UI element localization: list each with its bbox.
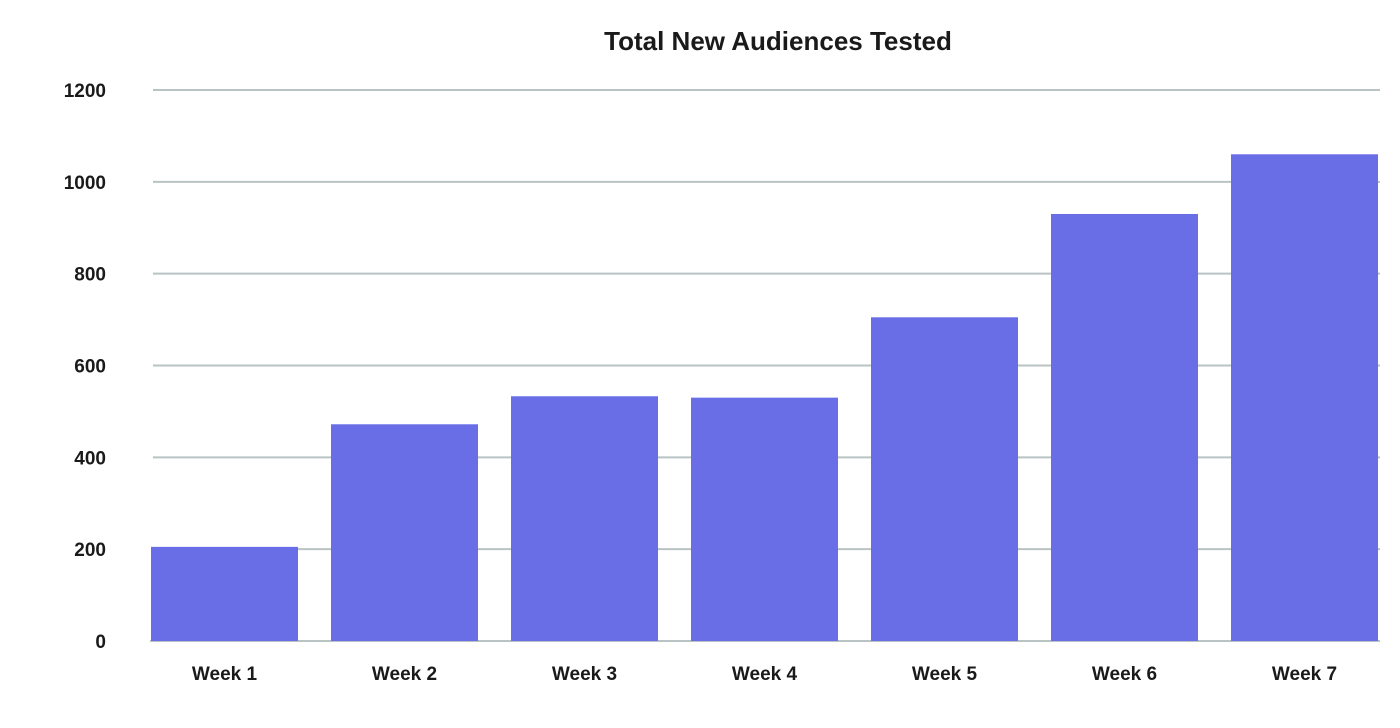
bars — [151, 154, 1378, 642]
x-tick-label: Week 5 — [912, 664, 978, 685]
y-tick-label: 200 — [74, 540, 106, 561]
x-tick-label: Week 1 — [192, 664, 258, 685]
chart-title: Total New Audiences Tested — [604, 26, 952, 56]
x-tick-label: Week 7 — [1272, 664, 1337, 685]
y-axis-ticks: 0 200 400 600 800 1000 1200 — [64, 81, 106, 653]
bar-week-6 — [1051, 213, 1198, 641]
y-tick-label: 400 — [74, 448, 106, 469]
bar-week-1 — [151, 546, 298, 641]
x-tick-label: Week 3 — [552, 664, 617, 685]
bar-week-7 — [1231, 154, 1378, 642]
y-tick-label: 1200 — [64, 81, 106, 102]
x-tick-label: Week 2 — [372, 664, 437, 685]
x-axis-ticks: Week 1 Week 2 Week 3 Week 4 Week 5 Week 6 Week… — [192, 664, 1337, 685]
y-tick-label: 0 — [95, 632, 106, 653]
y-tick-label: 800 — [74, 265, 106, 286]
y-tick-label: 600 — [74, 357, 106, 378]
bar-week-4 — [691, 397, 838, 641]
x-tick-label: Week 6 — [1092, 664, 1157, 685]
x-tick-label: Week 4 — [732, 664, 798, 685]
y-tick-label: 1000 — [64, 173, 106, 194]
bar-week-3 — [511, 396, 658, 641]
bar-week-2 — [331, 424, 478, 641]
bar-week-5 — [871, 317, 1018, 641]
